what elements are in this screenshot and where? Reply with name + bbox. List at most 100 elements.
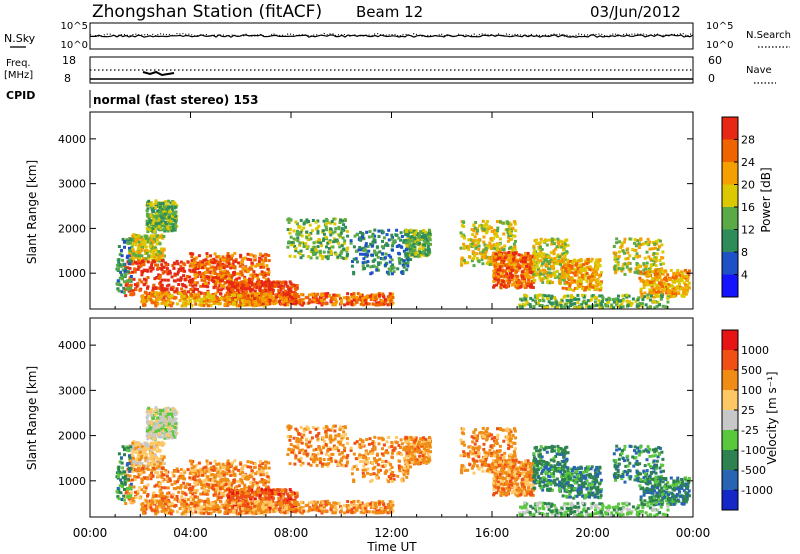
scatter-cell [410, 253, 414, 257]
scatter-cell [362, 252, 365, 256]
scatter-cell [505, 272, 509, 276]
scatter-cell [570, 261, 574, 265]
scatter-cell [307, 301, 311, 305]
scatter-cell [345, 254, 349, 258]
scatter-cell [331, 296, 335, 300]
scatter-cell [194, 283, 198, 287]
scatter-cell [629, 267, 633, 271]
scatter-cell [562, 271, 566, 275]
scatter-cell [241, 283, 245, 287]
scatter-cell [387, 238, 391, 242]
scatter-cell [216, 280, 220, 284]
scatter-cell [514, 278, 518, 282]
scatter-cell [567, 305, 570, 309]
scatter-cell [149, 203, 153, 207]
scatter-cell [596, 278, 600, 282]
scatter-cell [332, 293, 336, 297]
scatter-cell [137, 265, 141, 269]
scatter-cell [252, 285, 256, 289]
scatter-cell [224, 275, 228, 279]
scatter-cell [381, 292, 385, 296]
scatter-cell [173, 426, 177, 429]
scatter-cell [595, 303, 599, 307]
scatter-cell [325, 245, 328, 249]
scatter-cell [152, 240, 156, 244]
scatter-cell [318, 238, 322, 242]
scatter-cell [599, 282, 602, 286]
scatter-cell [563, 273, 567, 277]
scatter-cell [155, 292, 159, 296]
scatter-cell [221, 286, 225, 290]
scatter-cell [324, 255, 328, 259]
scatter-cell [129, 283, 133, 287]
scatter-cell [267, 291, 271, 295]
colorbar-segment [722, 274, 738, 297]
scatter-cell [225, 296, 229, 300]
scatter-cell [236, 272, 239, 276]
scatter-cell [415, 240, 418, 244]
scatter-cell [649, 305, 652, 309]
scatter-cell [162, 427, 166, 431]
scatter-cell [174, 289, 178, 293]
scatter-cell [158, 213, 162, 217]
scatter-cell [507, 253, 510, 257]
scatter-cell [639, 287, 643, 291]
scatter-cell [370, 293, 374, 297]
scatter-cell [186, 302, 190, 306]
scatter-cell [253, 292, 257, 296]
scatter-cell [352, 245, 356, 249]
scatter-cell [497, 242, 501, 246]
scatter-cell [654, 268, 658, 271]
scatter-cell [187, 280, 191, 284]
scatter-cell [589, 298, 593, 302]
scatter-cell [656, 272, 660, 276]
scatter-cell [562, 295, 566, 299]
scatter-cell [414, 229, 418, 233]
scatter-cell [624, 257, 628, 261]
colorbar-segment [722, 139, 738, 162]
scatter-cell [371, 234, 374, 238]
scatter-cell [244, 295, 248, 299]
scatter-cell [627, 268, 631, 271]
scatter-cell [410, 230, 414, 234]
scatter-cell [176, 272, 179, 276]
scatter-cell [474, 239, 478, 243]
scatter-cell [195, 271, 199, 275]
scatter-cell [299, 302, 303, 306]
scatter-cell [169, 408, 173, 412]
beam-label: Beam 12 [356, 3, 423, 21]
scatter-cell [385, 242, 389, 245]
scatter-cell [211, 271, 215, 275]
scatter-cell [300, 228, 304, 232]
scatter-cell [157, 295, 161, 299]
scatter-cell [194, 256, 198, 260]
scatter-cell [122, 262, 126, 266]
scatter-cell [160, 289, 164, 293]
scatter-cell [193, 273, 197, 277]
scatter-cell [297, 301, 300, 305]
scatter-cell [233, 285, 237, 289]
scatter-cell [537, 268, 541, 272]
scatter-cell [270, 284, 274, 288]
scatter-cell [466, 245, 470, 249]
scatter-cell [299, 256, 303, 260]
scatter-cell [228, 273, 232, 277]
scatter-cell [131, 247, 135, 251]
scatter-cell [136, 267, 140, 271]
scatter-cell [513, 234, 517, 238]
scatter-cell [490, 226, 494, 230]
scatter-cell [538, 254, 542, 258]
scatter-cell [166, 225, 170, 229]
scatter-cell [557, 281, 561, 285]
scatter-cell [474, 221, 478, 224]
scatter-cell [626, 251, 630, 255]
scatter-cell [672, 278, 676, 282]
scatter-cell [317, 240, 321, 244]
scatter-cell [150, 241, 154, 245]
scatter-cell [387, 253, 391, 257]
scatter-cell [154, 236, 158, 240]
scatter-cell [188, 268, 192, 272]
scatter-cell [511, 248, 515, 252]
scatter-cell [141, 257, 145, 260]
scatter-cell [623, 237, 627, 241]
